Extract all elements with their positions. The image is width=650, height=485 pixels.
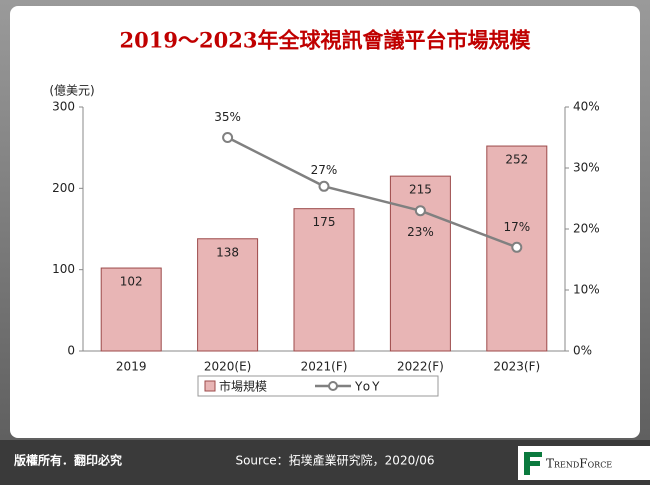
bar-value-label: 252 [505, 153, 528, 167]
bar [197, 238, 259, 352]
bar-value-label: 215 [409, 183, 432, 197]
x-tick-label: 2020(E) [204, 360, 251, 374]
y2-tick-label: 20% [573, 222, 600, 236]
line-marker [222, 132, 234, 143]
line [227, 136, 518, 249]
x-tick-label: 2021(F) [301, 360, 348, 374]
y2-tick-label: 30% [573, 161, 600, 175]
y-tick-label: 300 [52, 100, 75, 114]
y-tick-label: 100 [52, 262, 75, 276]
y-axis-label: (億美元) [49, 84, 94, 98]
bar-value-label: 138 [216, 245, 239, 259]
line-marker [414, 205, 426, 217]
legend-label: YoY [354, 380, 381, 394]
line-value-label: 35% [214, 110, 241, 124]
bar [293, 208, 355, 352]
copyright: 版權所有．翻印必究 [14, 453, 122, 468]
bar [389, 175, 451, 352]
chart-title: 2019～2023年全球視訊會議平台市場規模 [120, 28, 532, 53]
x-tick-label: 2023(F) [493, 360, 540, 374]
bar-value-label: 102 [120, 275, 143, 289]
x-tick-label: 2022(F) [397, 360, 444, 374]
y2-tick-label: 10% [573, 283, 600, 297]
bar-value-label: 175 [313, 215, 336, 229]
line-value-label: 27% [311, 163, 338, 177]
logo: TrendForce [546, 457, 612, 471]
source: Source：拓墣產業研究院，2020/06 [235, 453, 434, 468]
line-marker [511, 241, 523, 253]
x-tick-label: 2019 [116, 360, 147, 374]
legend-label: 市場規模 [219, 379, 267, 394]
logo-icon [524, 452, 542, 475]
y-tick-label: 200 [52, 181, 75, 195]
bar [100, 267, 162, 352]
y2-tick-label: 0% [573, 344, 592, 358]
line-marker [318, 180, 330, 192]
y-tick-label: 0 [67, 344, 75, 358]
line-value-label: 17% [503, 220, 530, 234]
legend-marker [328, 381, 338, 391]
legend-swatch [204, 380, 216, 392]
y2-tick-label: 40% [573, 100, 600, 114]
line-value-label: 23% [407, 225, 434, 239]
